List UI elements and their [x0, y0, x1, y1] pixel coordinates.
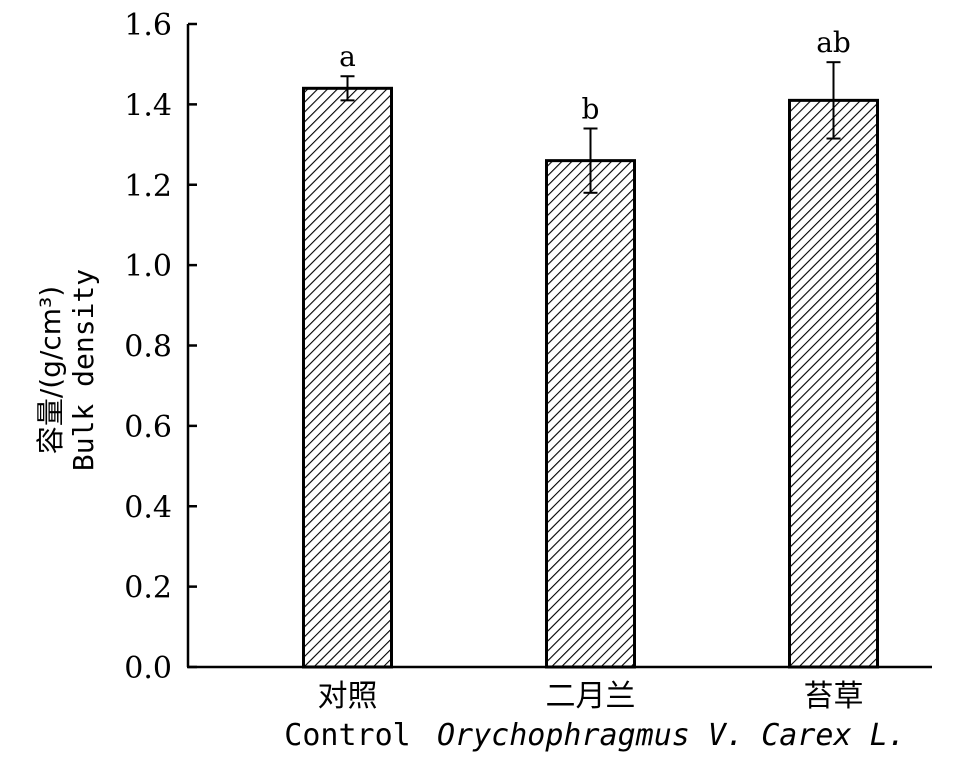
y-tick-label: 0.0: [124, 651, 172, 686]
significance-label: a: [339, 40, 356, 73]
significance-label: b: [582, 92, 600, 125]
y-axis-title-en: Bulk density: [67, 269, 100, 471]
y-tick-label: 0.4: [124, 490, 172, 525]
y-tick-label: 0.6: [124, 410, 172, 445]
y-tick-label: 1.0: [124, 249, 172, 284]
bar: [302, 86, 393, 669]
x-category-label-cn: 二月兰: [546, 679, 636, 714]
y-tick-label: 1.2: [124, 169, 172, 204]
x-category-label-en: Orychophragmus V.: [437, 718, 744, 753]
x-category-label-en: Control: [284, 718, 410, 753]
y-axis-title: 容量/(g/cm³) Bulk density: [34, 269, 100, 471]
bar: [545, 159, 636, 669]
x-label-group: 对照 Control 二月兰 Orychophragmus V. 苔草 Carex L.: [284, 679, 905, 753]
y-tick-label: 1.4: [124, 88, 172, 123]
y-tick-label: 1.6: [124, 8, 172, 43]
bar: [788, 98, 879, 669]
x-category-label-cn: 苔草: [804, 679, 864, 714]
y-tick-label: 0.2: [124, 571, 172, 606]
significance-label: ab: [816, 26, 851, 59]
x-category-label-cn: 对照: [318, 679, 378, 714]
y-tick-group: 0.0 0.2 0.4 0.6 0.8 1.0 1.2 1.4 1.6: [124, 8, 197, 686]
x-category-label-en: Carex L.: [761, 718, 906, 753]
y-axis-title-cn: 容量/(g/cm³): [34, 286, 67, 454]
y-tick-label: 0.8: [124, 330, 172, 365]
